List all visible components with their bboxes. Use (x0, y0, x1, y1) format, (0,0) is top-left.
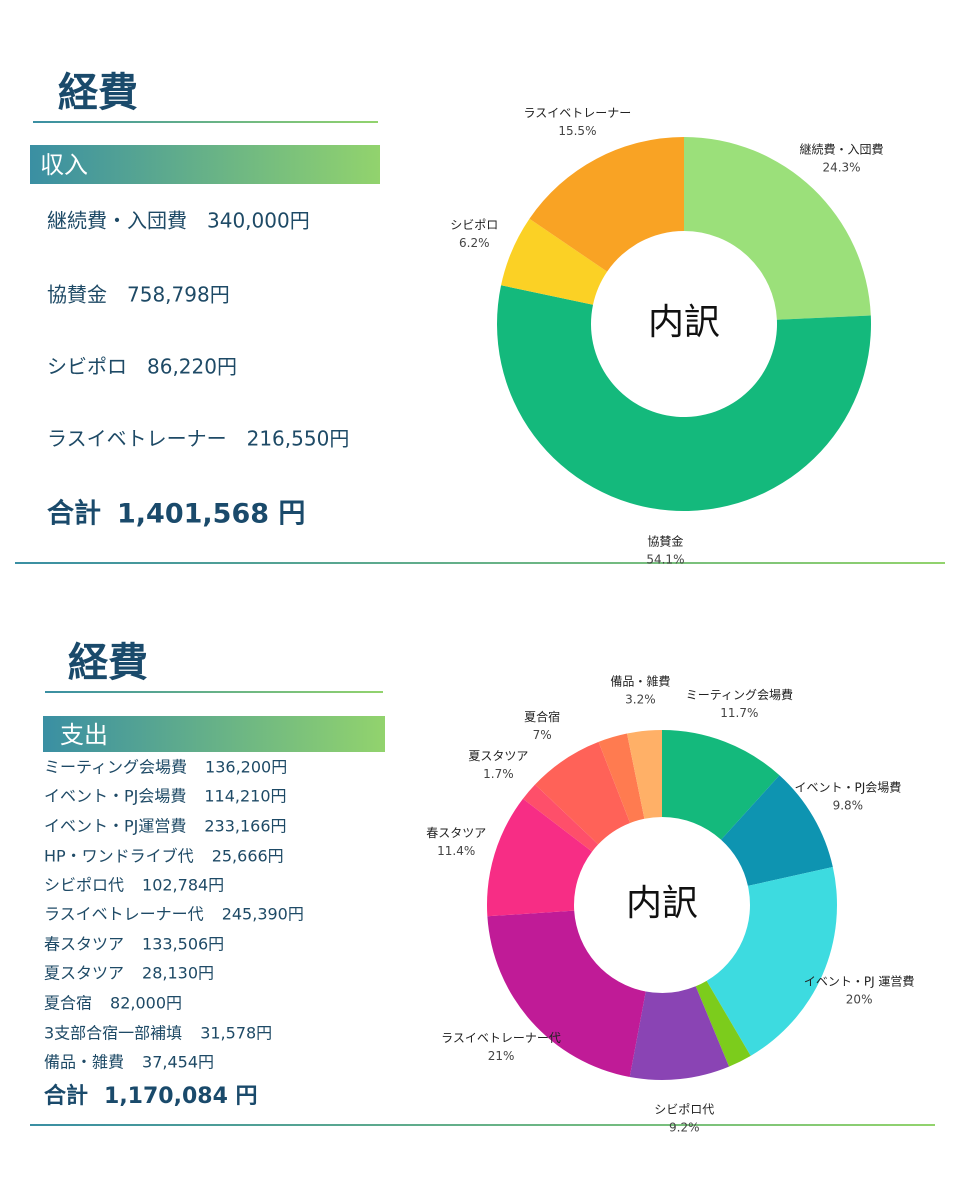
donut-slice (487, 798, 593, 917)
slice-label: ラスイベトレーナー代 (441, 1031, 561, 1045)
item-amount: 136,200円 (205, 758, 287, 777)
donut-slice (529, 137, 684, 272)
item-name: 継続費・入団費 (47, 209, 187, 233)
total-value: 1,170,084 円 (104, 1084, 258, 1109)
item-amount: 216,550円 (247, 427, 350, 451)
item-name: イベント・PJ会場費 (44, 787, 186, 806)
center-label: 内訳 (648, 302, 720, 343)
slice-value: 7% (533, 728, 552, 742)
total-label: 合計 (47, 498, 101, 530)
donut-slice (598, 733, 645, 823)
item-amount: 133,506円 (142, 935, 224, 954)
donut-slice (497, 285, 871, 512)
title: 経費 (58, 70, 138, 116)
donut-slice (695, 980, 751, 1067)
section-banner (30, 145, 380, 184)
slice-value: 1.7% (483, 767, 514, 781)
divider (30, 1124, 935, 1126)
donut-slice (501, 218, 608, 305)
slice-value: 11.7% (720, 706, 758, 720)
slice-label: イベント・PJ会場費 (794, 779, 901, 794)
slice-value: 24.3% (822, 161, 860, 175)
item-name: 春スタツア (44, 935, 124, 954)
slice-label: ラスイベトレーナー (524, 106, 632, 120)
total-value: 1,401,568 円 (117, 499, 305, 530)
slice-value: 15.5% (558, 124, 596, 138)
slice-label: 春スタツア (426, 826, 486, 840)
donut-slice (721, 775, 833, 886)
donut-slice (487, 910, 646, 1077)
slice-label: イベント・PJ 運営費 (804, 973, 915, 988)
slice-label: 夏スタツア (468, 749, 528, 763)
item-name: ラスイベトレーナー (47, 427, 227, 451)
item-amount: 114,210円 (204, 787, 286, 806)
item-amount: 340,000円 (207, 209, 310, 233)
section-title: 支出 (60, 721, 108, 749)
donut-slice (662, 730, 780, 840)
divider (33, 121, 378, 123)
slice-value: 20% (846, 992, 873, 1006)
donut-slice (535, 741, 631, 845)
item-name: 3支部合宿一部補填 (44, 1024, 182, 1043)
slice-value: 21% (488, 1049, 515, 1063)
item-amount: 86,220円 (147, 355, 237, 379)
slice-value: 9.8% (833, 798, 864, 812)
donut-slice (627, 730, 662, 819)
item-amount: 82,000円 (110, 994, 182, 1013)
item-name: イベント・PJ運営費 (44, 817, 186, 836)
total-label: 合計 (44, 1083, 88, 1109)
divider (45, 691, 383, 693)
slice-label: シビポロ (450, 218, 498, 232)
donut-slice (522, 784, 599, 852)
slice-label: 協賛金 (647, 534, 683, 549)
divider (15, 562, 945, 564)
slice-value: 6.2% (459, 236, 490, 250)
item-name: 協賛金 (47, 283, 107, 307)
item-amount: 245,390円 (222, 905, 304, 924)
item-name: 夏合宿 (44, 994, 92, 1013)
slice-label: 継続費・入団費 (800, 142, 884, 157)
item-name: 夏スタツア (44, 964, 124, 983)
item-amount: 31,578円 (200, 1024, 272, 1043)
item-name: シビポロ代 (44, 876, 124, 895)
title: 経費 (68, 640, 148, 686)
slice-value: 9.2% (669, 1120, 700, 1134)
slice-label: 備品・雑費 (610, 674, 670, 689)
item-name: 備品・雑費 (44, 1053, 124, 1072)
section-title: 収入 (40, 151, 88, 179)
item-amount: 37,454円 (142, 1053, 214, 1072)
center-label: 内訳 (626, 883, 698, 924)
slice-label: 夏合宿 (524, 709, 560, 724)
item-name: ミーティング会場費 (44, 758, 187, 777)
item-amount: 28,130円 (142, 964, 214, 983)
item-name: HP・ワンドライブ代 (44, 847, 194, 866)
item-amount: 233,166円 (204, 817, 286, 836)
donut-slice (629, 986, 730, 1080)
item-amount: 102,784円 (142, 876, 224, 895)
slice-value: 3.2% (625, 693, 656, 707)
slice-label: ミーティング会場費 (686, 687, 793, 702)
donut-slice (684, 137, 871, 320)
donut-slice (706, 867, 837, 1056)
item-name: ラスイベトレーナー代 (44, 905, 204, 924)
slice-value: 54.1% (646, 553, 684, 567)
item-name: シビポロ (47, 355, 127, 379)
section-banner (43, 716, 385, 752)
slice-value: 11.4% (437, 844, 475, 858)
slice-label: シビポロ代 (654, 1102, 714, 1116)
item-amount: 25,666円 (212, 847, 284, 866)
item-amount: 758,798円 (127, 283, 230, 307)
